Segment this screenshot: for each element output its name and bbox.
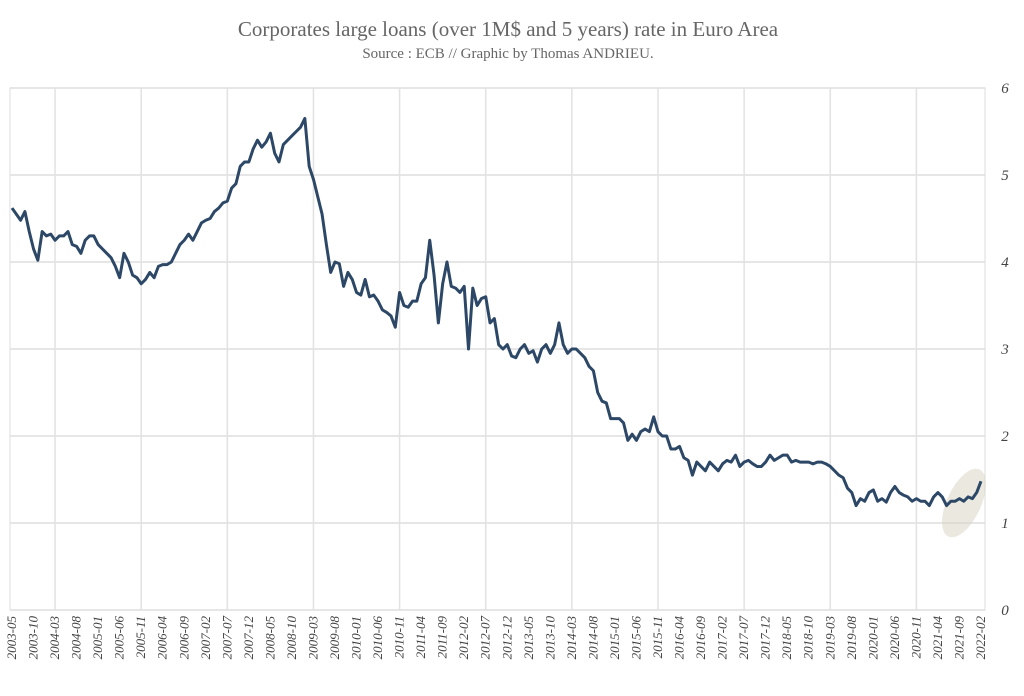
x-tick-label: 2005-11 bbox=[133, 616, 148, 658]
x-tick-label: 2011-04 bbox=[413, 616, 428, 659]
x-tick-label: 2015-11 bbox=[650, 616, 665, 658]
x-tick-label: 2017-07 bbox=[736, 616, 751, 660]
highlight bbox=[942, 468, 986, 538]
x-tick-label: 2020-01 bbox=[865, 616, 880, 659]
x-tick-label: 2004-08 bbox=[69, 616, 84, 660]
y-tick-label: 1 bbox=[1001, 516, 1009, 532]
x-tick-label: 2010-06 bbox=[370, 616, 385, 660]
x-tick-label: 2003-10 bbox=[26, 616, 41, 660]
line bbox=[10, 116, 983, 508]
x-tick-label: 2014-08 bbox=[585, 616, 600, 660]
x-tick-label: 2013-05 bbox=[521, 616, 536, 660]
y-tick-label: 6 bbox=[1001, 81, 1009, 97]
x-tick-label: 2017-02 bbox=[715, 616, 730, 660]
x-tick-label: 2009-03 bbox=[305, 616, 320, 660]
x-tick-label: 2010-11 bbox=[392, 616, 407, 658]
x-tick-label: 2019-08 bbox=[844, 616, 859, 660]
x-tick-label: 2008-05 bbox=[262, 616, 277, 660]
x-tick-label: 2020-11 bbox=[908, 616, 923, 658]
x-tick-label: 2015-01 bbox=[607, 616, 622, 659]
x-tick-label: 2005-06 bbox=[112, 616, 127, 660]
x-tick-label: 2022-02 bbox=[973, 616, 988, 660]
x-tick-label: 2008-10 bbox=[284, 616, 299, 660]
y-tick-label: 0 bbox=[1001, 603, 1009, 619]
x-tick-label: 2010-01 bbox=[349, 616, 364, 659]
x-tick-label: 2011-09 bbox=[435, 616, 450, 659]
x-tick-label: 2020-06 bbox=[887, 616, 902, 660]
x-tick-label: 2004-03 bbox=[47, 616, 62, 660]
y-tick-label: 4 bbox=[1001, 255, 1009, 271]
x-tick-label: 2016-09 bbox=[693, 616, 708, 660]
x-tick-label: 2012-12 bbox=[499, 616, 514, 660]
x-tick-label: 2019-03 bbox=[822, 616, 837, 660]
y-tick-label: 3 bbox=[1000, 342, 1009, 358]
x-tick-label: 2018-10 bbox=[801, 616, 816, 660]
x-tick-label: 2006-04 bbox=[155, 616, 170, 660]
x-tick-label: 2021-04 bbox=[930, 616, 945, 660]
x-tick-label: 2015-06 bbox=[628, 616, 643, 660]
x-tick-label: 2012-07 bbox=[478, 616, 493, 660]
x-tick-label: 2005-01 bbox=[90, 616, 105, 659]
x-tick-label: 2006-09 bbox=[176, 616, 191, 660]
x-tick-label: 2009-08 bbox=[327, 616, 342, 660]
x-tick-label: 2021-09 bbox=[951, 616, 966, 660]
x-tick-label: 2007-12 bbox=[241, 616, 256, 660]
chart-subtitle: Source : ECB // Graphic by Thomas ANDRIE… bbox=[362, 46, 653, 62]
x-tick-label: 2007-02 bbox=[198, 616, 213, 660]
y-tick-label: 2 bbox=[1001, 429, 1009, 445]
y-tick-label: 5 bbox=[1001, 168, 1009, 184]
x-tick-label: 2014-03 bbox=[564, 616, 579, 660]
x-tick-label: 2016-04 bbox=[672, 616, 687, 660]
x-tick-label: 2003-05 bbox=[4, 616, 19, 660]
x-tick-label: 2013-10 bbox=[542, 616, 557, 660]
chart-title: Corporates large loans (over 1M$ and 5 y… bbox=[238, 17, 779, 41]
x-tick-label: 2012-02 bbox=[456, 616, 471, 660]
x-tick-label: 2018-05 bbox=[779, 616, 794, 660]
x-tick-label: 2007-07 bbox=[219, 616, 234, 660]
x-tick-label: 2017-12 bbox=[758, 616, 773, 660]
